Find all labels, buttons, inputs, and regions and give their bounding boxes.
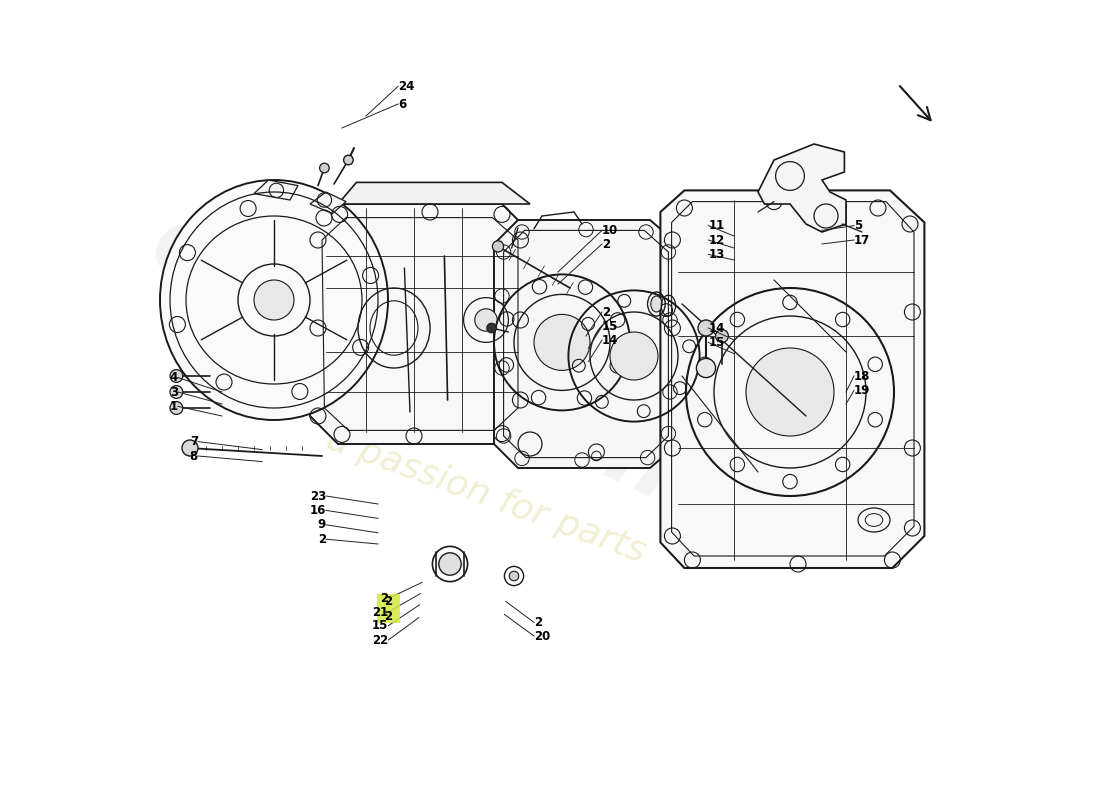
Text: 3: 3 xyxy=(169,386,178,398)
Circle shape xyxy=(170,370,183,382)
Polygon shape xyxy=(494,220,678,468)
Text: 4: 4 xyxy=(169,371,178,384)
Text: 085: 085 xyxy=(734,405,846,491)
Circle shape xyxy=(320,163,329,173)
Ellipse shape xyxy=(651,296,662,312)
Circle shape xyxy=(746,348,834,436)
Text: 2: 2 xyxy=(602,238,610,250)
Text: 2: 2 xyxy=(534,616,542,629)
Circle shape xyxy=(475,309,497,331)
FancyBboxPatch shape xyxy=(377,594,399,609)
Text: 15: 15 xyxy=(602,320,618,333)
Text: 9: 9 xyxy=(318,518,326,531)
Circle shape xyxy=(170,402,183,414)
Text: 11: 11 xyxy=(708,219,725,232)
Text: 13: 13 xyxy=(708,248,725,261)
Text: 19: 19 xyxy=(854,384,870,397)
Polygon shape xyxy=(310,204,530,444)
Text: 10: 10 xyxy=(602,224,618,237)
Circle shape xyxy=(534,314,590,370)
Circle shape xyxy=(696,358,716,378)
Circle shape xyxy=(439,553,461,575)
Text: 12: 12 xyxy=(708,234,725,246)
Text: 20: 20 xyxy=(534,630,550,642)
Text: 22: 22 xyxy=(372,634,388,646)
Text: 2: 2 xyxy=(384,595,393,608)
Text: 24: 24 xyxy=(398,80,415,93)
Text: 23: 23 xyxy=(310,490,326,502)
Text: a passion for parts: a passion for parts xyxy=(322,422,650,570)
Text: 21: 21 xyxy=(372,606,388,618)
Circle shape xyxy=(716,330,728,342)
Text: 7: 7 xyxy=(190,435,198,448)
Polygon shape xyxy=(338,182,530,204)
Text: 2: 2 xyxy=(384,610,393,622)
Polygon shape xyxy=(758,144,846,232)
Polygon shape xyxy=(254,180,298,200)
FancyBboxPatch shape xyxy=(377,609,399,623)
Polygon shape xyxy=(660,190,924,568)
Text: 14: 14 xyxy=(708,322,725,334)
Circle shape xyxy=(509,571,519,581)
Circle shape xyxy=(182,440,198,456)
Text: 6: 6 xyxy=(398,98,406,110)
Text: 2: 2 xyxy=(381,592,388,605)
Ellipse shape xyxy=(160,180,388,420)
Text: 2: 2 xyxy=(318,533,326,546)
Text: 16: 16 xyxy=(309,504,326,517)
Circle shape xyxy=(254,280,294,320)
Text: 18: 18 xyxy=(854,370,870,382)
Text: 15: 15 xyxy=(372,619,388,632)
Circle shape xyxy=(493,241,504,252)
Circle shape xyxy=(170,386,183,398)
Text: 8: 8 xyxy=(189,450,198,462)
Text: 17: 17 xyxy=(854,234,870,246)
Circle shape xyxy=(610,332,658,380)
Text: europeparts: europeparts xyxy=(135,194,804,574)
Text: 5: 5 xyxy=(854,219,862,232)
Circle shape xyxy=(698,320,714,336)
Text: 1: 1 xyxy=(169,400,178,413)
Circle shape xyxy=(343,155,353,165)
Text: 2: 2 xyxy=(602,306,610,318)
Text: 14: 14 xyxy=(602,334,618,346)
Circle shape xyxy=(487,323,496,333)
Text: 15: 15 xyxy=(708,336,725,349)
Polygon shape xyxy=(310,192,346,214)
